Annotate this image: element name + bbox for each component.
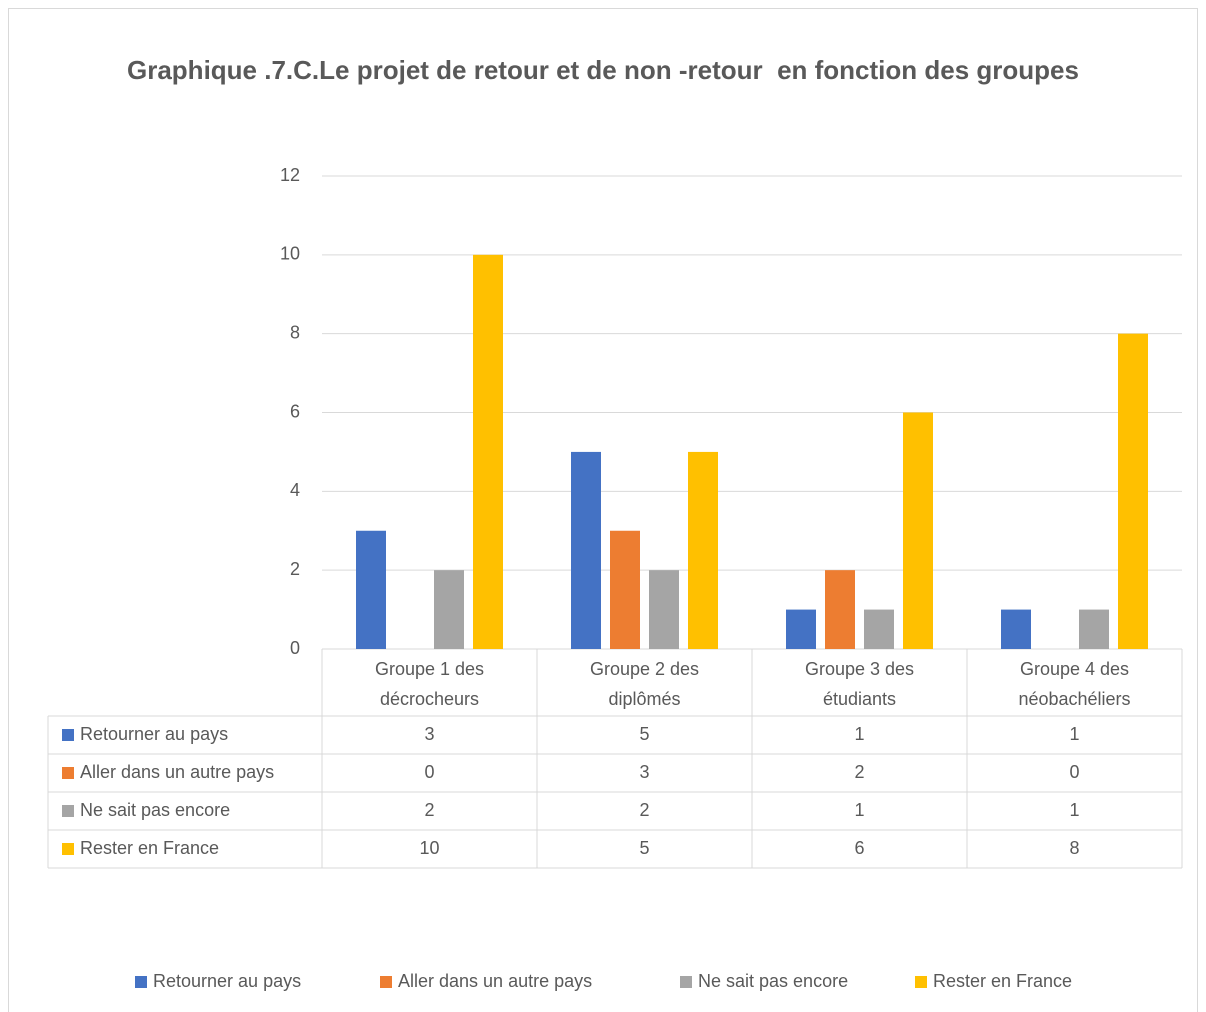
x-tick-label: Groupe 2 des diplômés bbox=[589, 659, 700, 709]
table-legend-key bbox=[62, 729, 74, 741]
table-legend-key bbox=[62, 767, 74, 779]
y-tick-label: 8 bbox=[290, 322, 300, 342]
y-tick-label: 6 bbox=[290, 401, 300, 421]
table-legend-key bbox=[62, 805, 74, 817]
legend-label: Aller dans un autre pays bbox=[398, 971, 592, 991]
table-cell: 6 bbox=[854, 838, 864, 858]
table-cell: 1 bbox=[1069, 724, 1079, 744]
legend-key bbox=[915, 976, 927, 988]
table-row-label: Aller dans un autre pays bbox=[80, 762, 274, 782]
x-tick-label: Groupe 3 des étudiants bbox=[804, 659, 915, 709]
y-tick-label: 0 bbox=[290, 638, 300, 658]
bar bbox=[649, 570, 679, 649]
legend-label: Ne sait pas encore bbox=[698, 971, 848, 991]
chart-border bbox=[8, 8, 1198, 1012]
legend-label: Retourner au pays bbox=[153, 971, 301, 991]
table-cell: 10 bbox=[419, 838, 439, 858]
x-tick-label: Groupe 1 des décrocheurs bbox=[374, 659, 485, 709]
table-row-label: Retourner au pays bbox=[80, 724, 228, 744]
table-cell: 1 bbox=[854, 724, 864, 744]
y-tick-label: 2 bbox=[290, 559, 300, 579]
table-cell: 1 bbox=[1069, 800, 1079, 820]
bar bbox=[1118, 333, 1148, 649]
y-tick-label: 12 bbox=[280, 165, 300, 185]
table-legend-key bbox=[62, 843, 74, 855]
table-cell: 2 bbox=[854, 762, 864, 782]
table-row-label: Ne sait pas encore bbox=[80, 800, 230, 820]
legend-label: Rester en France bbox=[933, 971, 1072, 991]
table-row-label: Rester en France bbox=[80, 838, 219, 858]
table-cell: 3 bbox=[424, 724, 434, 744]
bar bbox=[786, 609, 816, 649]
bar bbox=[356, 530, 386, 649]
bar bbox=[1001, 609, 1031, 649]
bar bbox=[688, 451, 718, 649]
table-cell: 2 bbox=[639, 800, 649, 820]
bar bbox=[434, 570, 464, 649]
table-cell: 2 bbox=[424, 800, 434, 820]
y-tick-label: 10 bbox=[280, 244, 300, 264]
table-cell: 5 bbox=[639, 724, 649, 744]
legend-key bbox=[380, 976, 392, 988]
table-cell: 1 bbox=[854, 800, 864, 820]
bar bbox=[825, 570, 855, 649]
table-cell: 8 bbox=[1069, 838, 1079, 858]
table-cell: 0 bbox=[1069, 762, 1079, 782]
bar bbox=[571, 451, 601, 649]
y-tick-label: 4 bbox=[290, 480, 300, 500]
bar bbox=[473, 254, 503, 650]
bar bbox=[864, 609, 894, 649]
x-tick-label: Groupe 4 des néobachéliers bbox=[1018, 659, 1131, 709]
table-cell: 0 bbox=[424, 762, 434, 782]
legend-key bbox=[135, 976, 147, 988]
legend-key bbox=[680, 976, 692, 988]
bar bbox=[1079, 609, 1109, 649]
table-cell: 3 bbox=[639, 762, 649, 782]
bar bbox=[903, 412, 933, 649]
chart-title: Graphique .7.C.Le projet de retour et de… bbox=[127, 55, 1079, 85]
table-cell: 5 bbox=[639, 838, 649, 858]
bar bbox=[610, 530, 640, 649]
